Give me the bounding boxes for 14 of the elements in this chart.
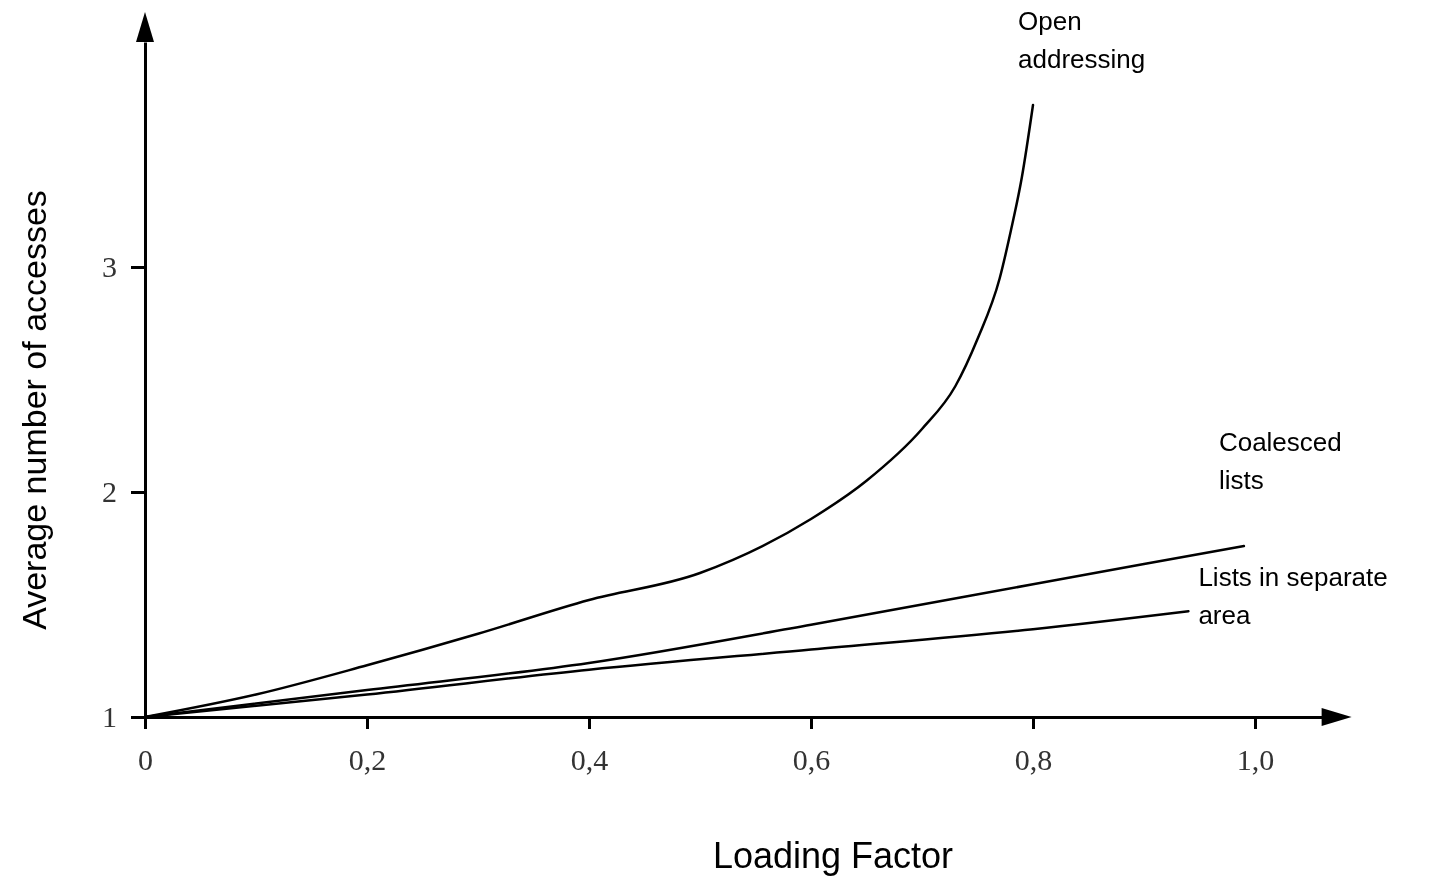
- x-tick-label: 0: [138, 743, 153, 777]
- text: Coalesced lists: [1218, 427, 1342, 495]
- y-tick-label: 2: [102, 475, 117, 509]
- y-tick-label: 3: [102, 250, 117, 284]
- y-tick-label: 1: [102, 700, 117, 734]
- x-tick-label: 0,4: [570, 743, 609, 777]
- series-label: Open addressing: [1018, 6, 1146, 74]
- x-tick-label: 0,8: [1014, 743, 1053, 777]
- x-tick-label: 1,0: [1236, 743, 1275, 777]
- x-tick-label: 0,6: [792, 743, 831, 777]
- y-axis-title: Average number of accesses: [15, 190, 53, 630]
- x-axis-title: Loading Factor: [712, 835, 954, 876]
- x-tick-label: 0,2: [348, 743, 387, 777]
- series-label: Lists in separate area: [1198, 562, 1388, 631]
